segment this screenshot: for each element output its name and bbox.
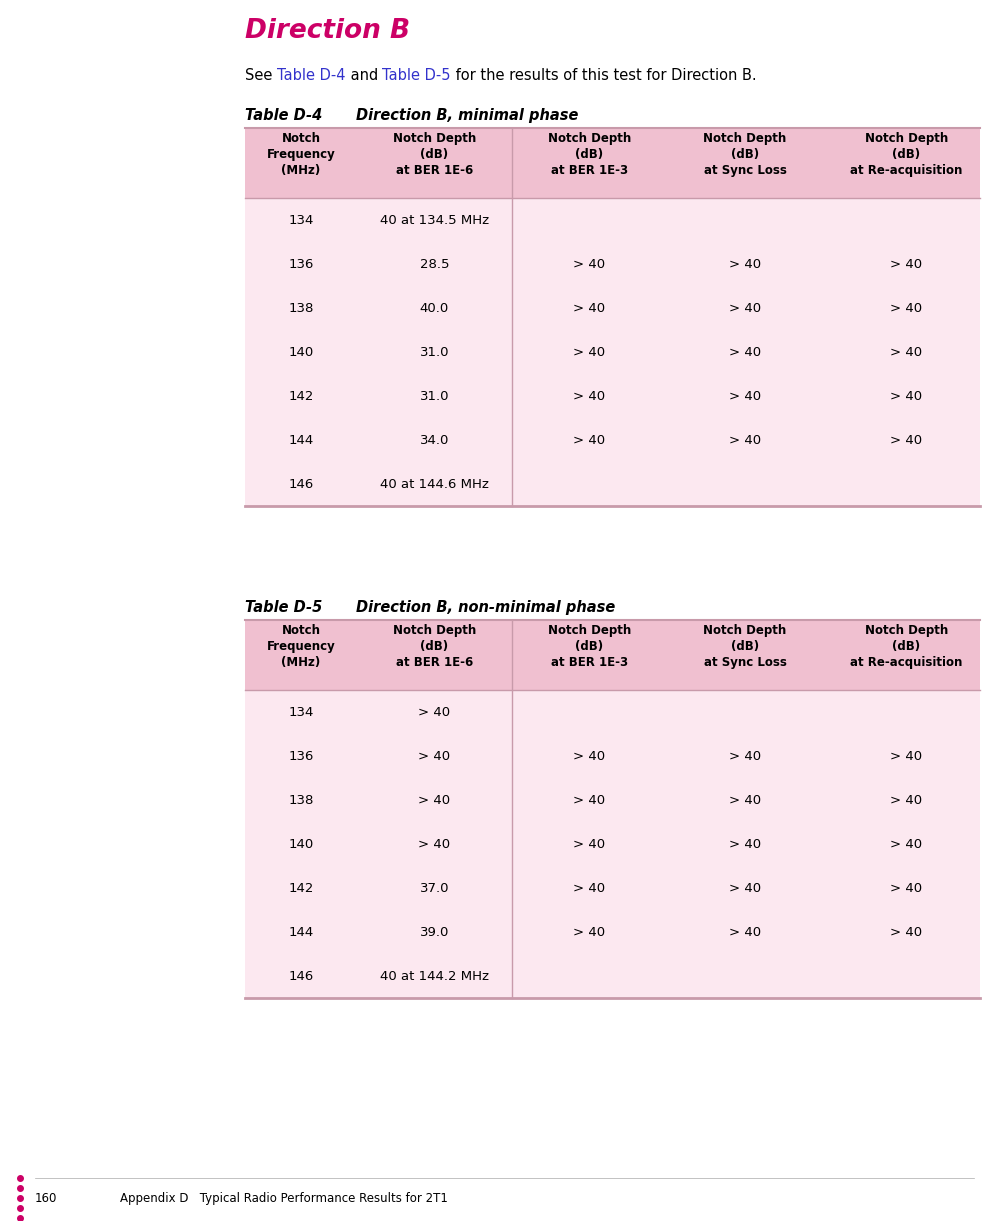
Text: > 40: > 40 <box>729 882 761 895</box>
Text: 134: 134 <box>288 706 314 718</box>
Text: Direction B, non-minimal phase: Direction B, non-minimal phase <box>315 600 615 615</box>
Bar <box>245 418 980 462</box>
Bar <box>245 620 980 690</box>
Text: > 40: > 40 <box>891 838 923 851</box>
Text: Notch Depth
(dB)
at Sync Loss: Notch Depth (dB) at Sync Loss <box>704 132 786 177</box>
Text: > 40: > 40 <box>729 258 761 271</box>
Text: 144: 144 <box>288 433 314 447</box>
Bar <box>245 734 980 778</box>
Text: Notch Depth
(dB)
at Sync Loss: Notch Depth (dB) at Sync Loss <box>704 624 786 669</box>
Text: > 40: > 40 <box>891 882 923 895</box>
Text: Notch Depth
(dB)
at Re-acquisition: Notch Depth (dB) at Re-acquisition <box>850 624 962 669</box>
Text: 37.0: 37.0 <box>420 882 450 895</box>
Text: > 40: > 40 <box>574 389 605 403</box>
Text: 146: 146 <box>288 969 314 983</box>
Text: for the results of this test for Direction B.: for the results of this test for Directi… <box>451 68 757 83</box>
Bar <box>245 866 980 910</box>
Text: 136: 136 <box>288 750 314 762</box>
Bar <box>245 128 980 198</box>
Text: 146: 146 <box>288 477 314 491</box>
Bar <box>245 198 980 242</box>
Text: > 40: > 40 <box>574 258 605 271</box>
Text: 140: 140 <box>288 838 314 851</box>
Text: 40.0: 40.0 <box>420 302 449 315</box>
Text: 31.0: 31.0 <box>420 346 450 359</box>
Text: > 40: > 40 <box>418 750 451 762</box>
Text: Table D-4: Table D-4 <box>245 107 322 123</box>
Text: > 40: > 40 <box>574 750 605 762</box>
Text: > 40: > 40 <box>574 794 605 807</box>
Text: > 40: > 40 <box>729 838 761 851</box>
Text: > 40: > 40 <box>891 750 923 762</box>
Text: 40 at 144.6 MHz: 40 at 144.6 MHz <box>380 477 489 491</box>
Text: Notch
Frequency
(MHz): Notch Frequency (MHz) <box>267 624 336 669</box>
Text: > 40: > 40 <box>891 433 923 447</box>
Text: 40 at 144.2 MHz: 40 at 144.2 MHz <box>380 969 489 983</box>
Bar <box>245 778 980 822</box>
Text: Notch
Frequency
(MHz): Notch Frequency (MHz) <box>267 132 336 177</box>
Text: Direction B, minimal phase: Direction B, minimal phase <box>315 107 579 123</box>
Text: > 40: > 40 <box>729 794 761 807</box>
Text: 140: 140 <box>288 346 314 359</box>
Text: 142: 142 <box>288 882 314 895</box>
Text: > 40: > 40 <box>891 302 923 315</box>
Bar <box>245 690 980 734</box>
Text: Appendix D   Typical Radio Performance Results for 2T1: Appendix D Typical Radio Performance Res… <box>120 1192 448 1205</box>
Text: > 40: > 40 <box>418 706 451 718</box>
Text: Table D-4: Table D-4 <box>277 68 345 83</box>
Bar <box>245 462 980 505</box>
Text: Notch Depth
(dB)
at BER 1E-3: Notch Depth (dB) at BER 1E-3 <box>548 624 631 669</box>
Text: > 40: > 40 <box>891 346 923 359</box>
Text: Notch Depth
(dB)
at BER 1E-3: Notch Depth (dB) at BER 1E-3 <box>548 132 631 177</box>
Text: 39.0: 39.0 <box>420 926 449 939</box>
Text: > 40: > 40 <box>574 926 605 939</box>
Text: > 40: > 40 <box>729 433 761 447</box>
Text: 134: 134 <box>288 214 314 227</box>
Text: > 40: > 40 <box>891 258 923 271</box>
Text: 138: 138 <box>288 794 314 807</box>
Text: > 40: > 40 <box>729 926 761 939</box>
Text: > 40: > 40 <box>574 838 605 851</box>
Text: See: See <box>245 68 277 83</box>
Text: 34.0: 34.0 <box>420 433 449 447</box>
Bar <box>245 910 980 954</box>
Text: Notch Depth
(dB)
at BER 1E-6: Notch Depth (dB) at BER 1E-6 <box>393 132 476 177</box>
Text: > 40: > 40 <box>891 389 923 403</box>
Text: > 40: > 40 <box>729 750 761 762</box>
Text: 40 at 134.5 MHz: 40 at 134.5 MHz <box>380 214 489 227</box>
Bar <box>245 242 980 286</box>
Text: Table D-5: Table D-5 <box>383 68 451 83</box>
Text: > 40: > 40 <box>574 346 605 359</box>
Text: Table D-5: Table D-5 <box>245 600 322 615</box>
Text: 138: 138 <box>288 302 314 315</box>
Text: Notch Depth
(dB)
at BER 1E-6: Notch Depth (dB) at BER 1E-6 <box>393 624 476 669</box>
Text: > 40: > 40 <box>729 346 761 359</box>
Text: 142: 142 <box>288 389 314 403</box>
Bar <box>245 822 980 866</box>
Bar <box>245 954 980 998</box>
Text: 136: 136 <box>288 258 314 271</box>
Text: > 40: > 40 <box>891 926 923 939</box>
Text: > 40: > 40 <box>574 433 605 447</box>
Text: > 40: > 40 <box>418 838 451 851</box>
Text: 28.5: 28.5 <box>420 258 450 271</box>
Text: > 40: > 40 <box>729 389 761 403</box>
Text: 31.0: 31.0 <box>420 389 450 403</box>
Text: 144: 144 <box>288 926 314 939</box>
Bar <box>245 374 980 418</box>
Text: Direction B: Direction B <box>245 18 410 44</box>
Bar <box>245 286 980 330</box>
Text: > 40: > 40 <box>574 882 605 895</box>
Bar <box>245 330 980 374</box>
Text: Notch Depth
(dB)
at Re-acquisition: Notch Depth (dB) at Re-acquisition <box>850 132 962 177</box>
Text: > 40: > 40 <box>729 302 761 315</box>
Text: > 40: > 40 <box>418 794 451 807</box>
Text: 160: 160 <box>35 1192 57 1205</box>
Text: > 40: > 40 <box>574 302 605 315</box>
Text: and: and <box>345 68 383 83</box>
Text: > 40: > 40 <box>891 794 923 807</box>
